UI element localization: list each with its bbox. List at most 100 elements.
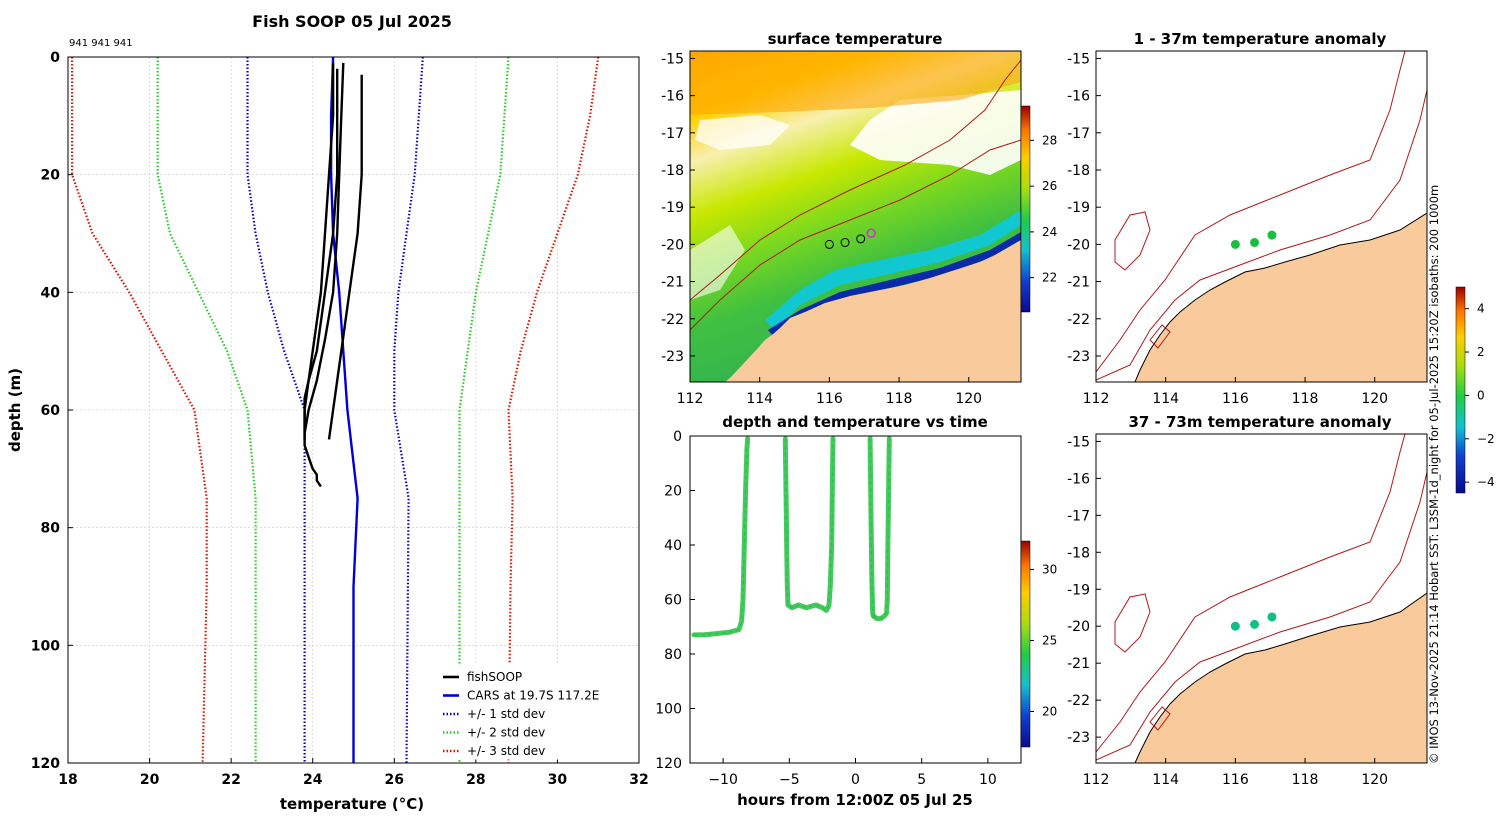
x-tick-label: 118 — [1292, 391, 1319, 407]
y-tick-label: -19 — [661, 200, 684, 216]
profile-lines — [70, 57, 600, 763]
anomaly-upper-map — [1096, 51, 1427, 382]
depth-temperature-track — [867, 436, 876, 619]
anomaly-lower-panel: 37 - 73m temperature anomaly 112 114 116 11… — [1067, 413, 1428, 788]
sst-map-area — [690, 51, 1021, 382]
x-tick-label: 118 — [886, 391, 913, 407]
depth-track-reference — [694, 438, 749, 636]
anomaly-point — [1267, 230, 1277, 240]
anomaly-upper-title: 1 - 37m temperature anomaly — [1134, 30, 1387, 48]
island-outline — [1114, 211, 1151, 271]
fishsoop-cast-line — [327, 74, 363, 440]
colorbar-tick-label: −4 — [1477, 475, 1495, 489]
y-tick-label: 0 — [50, 50, 60, 66]
island-outline — [1149, 324, 1171, 349]
std-dev-line-high — [458, 57, 510, 763]
profile-legend: fishSOOP CARS at 19.7S 117.2E +/- 1 std de… — [436, 663, 636, 760]
time-tracks — [691, 436, 892, 638]
y-tick-label: 40 — [41, 285, 61, 301]
isobath-200m — [1096, 471, 1427, 761]
x-tick-label: 10 — [979, 772, 997, 788]
y-tick-label: -20 — [1067, 619, 1090, 635]
std-dev-line-low — [70, 57, 208, 763]
x-tick-label: 32 — [629, 772, 648, 788]
x-tick-label: 120 — [955, 391, 982, 407]
copyright-note: © IMOS 13-Nov-2025 21:14 Hobart SST: L3S… — [1427, 185, 1441, 764]
anomaly-point — [1250, 619, 1260, 629]
y-tick-label: -21 — [661, 275, 684, 291]
isobath-200m — [1096, 89, 1427, 381]
y-tick-label: 20 — [664, 484, 682, 500]
profile-id-label: 941 941 941 — [69, 38, 133, 49]
x-tick-label: 114 — [1152, 391, 1179, 407]
anomaly-lower-map — [1096, 434, 1427, 763]
depth-temperature-track — [691, 436, 751, 638]
x-tick-label: 18 — [58, 772, 77, 788]
y-tick-label: -22 — [661, 312, 684, 328]
anomaly-colorbar — [1455, 286, 1466, 494]
anomaly-colorbar-ticks: −4 −2 0 2 4 — [1465, 302, 1495, 489]
x-tick-label: −5 — [779, 772, 800, 788]
anomaly-lower-axes-box — [1095, 433, 1428, 764]
colorbar-tick-label: 4 — [1477, 302, 1485, 316]
profile-title: Fish SOOP 05 Jul 2025 — [252, 12, 452, 31]
y-tick-label: 80 — [41, 521, 61, 537]
time-axes-box — [689, 435, 1022, 764]
anomaly-lower-points — [1230, 612, 1277, 631]
y-tick-label: 120 — [31, 756, 60, 772]
x-tick-label: 116 — [1222, 772, 1249, 788]
y-tick-label: -16 — [661, 89, 684, 105]
x-tick-label: 116 — [1222, 391, 1249, 407]
land-mass — [1134, 592, 1427, 763]
anomaly-upper-panel: 1 - 37m temperature anomaly 112 114 116 118… — [1067, 30, 1428, 407]
colorbar-tick-label: 25 — [1042, 633, 1057, 647]
profile-ylabel: depth (m) — [6, 368, 24, 452]
profile-xlabel: temperature (°C) — [280, 795, 424, 813]
x-tick-label: 114 — [746, 391, 773, 407]
std-dev-line-high — [507, 57, 600, 763]
anomaly-point — [1250, 238, 1260, 248]
sst-map-tick-labels: 112 114 116 118 120 -15 -16 -17 -18 -19 -20 -21 -22 -… — [661, 51, 982, 407]
colorbar-tick-label: 24 — [1042, 225, 1057, 239]
sst-cloud-gap — [690, 225, 745, 300]
x-tick-label: −10 — [708, 772, 738, 788]
y-tick-label: 100 — [655, 702, 682, 718]
std-dev-line-high — [393, 57, 424, 763]
y-tick-label: -18 — [1067, 545, 1090, 561]
legend-label: CARS at 19.7S 117.2E — [467, 689, 599, 703]
x-tick-label: 28 — [466, 772, 485, 788]
x-tick-label: 26 — [385, 772, 404, 788]
y-tick-label: 120 — [655, 756, 682, 772]
y-tick-label: -17 — [1067, 126, 1090, 142]
colorbar-tick-label: 30 — [1042, 562, 1057, 576]
colorbar-tick-label: 2 — [1477, 345, 1485, 359]
time-colorbar-ticks: 20 25 30 — [1030, 562, 1057, 718]
x-tick-label: 120 — [1361, 391, 1388, 407]
y-tick-label: 100 — [31, 638, 60, 654]
y-tick-label: -15 — [661, 51, 684, 67]
station-marker — [824, 239, 834, 249]
depth-temperature-track — [782, 436, 836, 613]
sst-map-title: surface temperature — [768, 30, 943, 48]
x-tick-label: 22 — [221, 772, 240, 788]
y-tick-label: 60 — [664, 593, 682, 609]
y-tick-label: -18 — [661, 163, 684, 179]
fishsoop-cast-line — [303, 68, 339, 440]
y-tick-label: 20 — [41, 168, 61, 184]
time-xlabel: hours from 12:00Z 05 Jul 25 — [737, 791, 973, 809]
anomaly-point — [1230, 239, 1240, 249]
x-tick-label: 112 — [1083, 391, 1110, 407]
y-tick-label: -22 — [1067, 312, 1090, 328]
sst-cloud-gap — [695, 115, 790, 150]
time-title: depth and temperature vs time — [722, 413, 988, 431]
sst-colorbar-ticks: 22 24 26 28 — [1030, 133, 1057, 285]
y-tick-label: 40 — [664, 538, 682, 554]
isobath-1000m — [690, 59, 1021, 301]
anomaly-upper-axes-box — [1095, 50, 1428, 383]
y-tick-label: -17 — [1067, 508, 1090, 524]
colorbar-tick-label: 22 — [1042, 271, 1057, 285]
island-outline — [1114, 593, 1151, 653]
y-tick-label: -15 — [1067, 434, 1090, 450]
y-tick-label: 0 — [673, 429, 682, 445]
